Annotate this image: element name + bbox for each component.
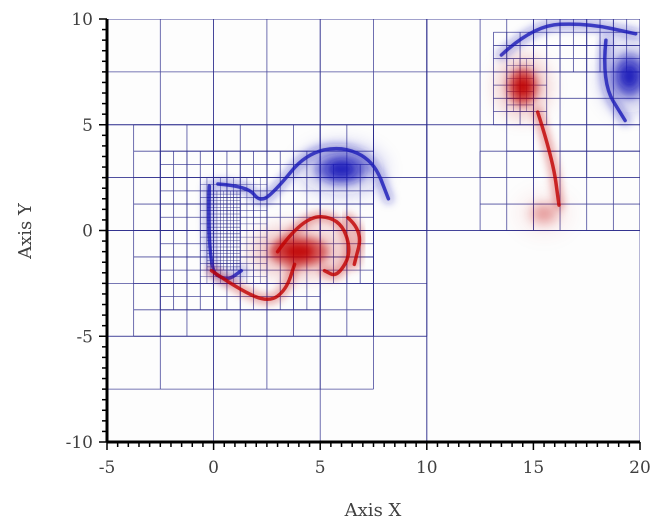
- vortex-center: [620, 64, 639, 88]
- vortex-core: [298, 143, 385, 195]
- vortex-center: [514, 76, 531, 97]
- vortex-core: [515, 190, 573, 237]
- vorticity-filament: [535, 110, 561, 207]
- x-tick-label: -5: [99, 458, 116, 478]
- y-tick-label: -10: [66, 433, 93, 453]
- x-tick-label: 20: [629, 458, 651, 478]
- vorticity-field: [203, 19, 640, 305]
- vorticity-filament: [346, 216, 362, 267]
- y-axis-title: Axis Y: [15, 202, 36, 260]
- x-tick-label: 5: [315, 458, 326, 478]
- vorticity-filament: [209, 262, 297, 301]
- vortex-center: [535, 206, 554, 221]
- axes: -5 0 5 10 15 20 -10 -5 0 5 10: [66, 10, 651, 478]
- y-tick-label: 0: [82, 222, 93, 242]
- vortex-core: [249, 225, 348, 278]
- vorticity-filament: [499, 22, 638, 57]
- x-axis-title: Axis X: [344, 500, 402, 521]
- vorticity-filament: [275, 215, 351, 277]
- vortex-core: [600, 38, 640, 114]
- vortex-center: [283, 243, 315, 260]
- vortex-center: [328, 161, 355, 178]
- x-tick-label: 0: [208, 458, 219, 478]
- vortex-core: [496, 55, 549, 119]
- y-tick-label: -5: [76, 327, 93, 347]
- x-tick-label: 10: [416, 458, 438, 478]
- y-tick-label: 10: [71, 10, 93, 30]
- x-tick-label: 15: [523, 458, 545, 478]
- y-tick-label: 5: [82, 116, 93, 136]
